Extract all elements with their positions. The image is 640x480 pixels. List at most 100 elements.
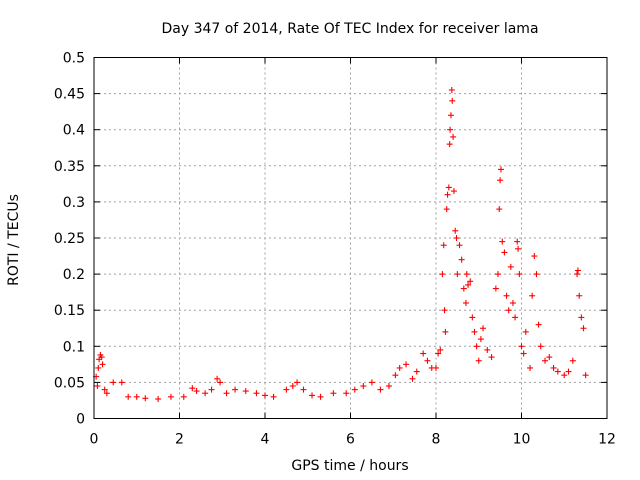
data-point [542,357,549,364]
x-tick-label: 4 [261,432,270,448]
x-tick-label: 2 [175,432,184,448]
data-point [360,383,367,390]
data-point [443,206,450,213]
y-tick-label: 0.5 [63,51,85,67]
data-point [516,271,523,278]
y-tick-label: 0.25 [54,231,85,247]
data-point [442,328,449,335]
data-point [447,112,454,119]
data-point [424,357,431,364]
data-point [449,97,456,104]
data-point [512,314,519,321]
data-point [253,390,260,397]
data-point [471,328,478,335]
data-point [580,325,587,332]
y-tick-label: 0.2 [63,267,85,283]
data-point [546,354,553,361]
data-point [494,271,501,278]
data-point [447,126,454,133]
data-point [330,390,337,397]
data-point [522,328,529,335]
data-point [343,390,350,397]
data-point [133,393,140,400]
data-point [439,271,446,278]
data-point [167,393,174,400]
x-tick-label: 10 [513,432,531,448]
data-point [202,390,209,397]
data-point [574,267,581,274]
data-point [450,133,457,140]
data-point [452,227,459,234]
data-point [193,388,200,395]
data-point [142,395,149,402]
data-point [441,307,448,314]
data-point [505,307,512,314]
y-tick-label: 0.15 [54,303,85,319]
data-point [445,184,452,191]
data-point [420,350,427,357]
data-point [437,346,444,353]
data-point [535,321,542,328]
x-tick-label: 12 [598,432,616,448]
data-point [217,379,224,386]
data-point [550,364,557,371]
data-point [440,242,447,249]
data-point [574,271,581,278]
data-point [507,263,514,270]
data-point [496,206,503,213]
x-tick-label: 6 [346,432,355,448]
data-point [101,386,108,393]
data-point [309,392,316,399]
data-point [497,166,504,173]
data-point [270,393,277,400]
data-point [554,368,561,375]
data-point [294,379,301,386]
data-point [453,235,460,241]
data-point [232,386,239,393]
data-point [492,285,499,292]
data-point [529,292,536,299]
data-point [118,379,125,386]
data-point [125,393,132,400]
data-point [569,357,576,364]
data-point [454,271,461,278]
chart-title: Day 347 of 2014, Rate Of TEC Index for r… [161,21,538,37]
data-point [518,343,525,350]
data-point [565,368,572,375]
data-point [351,386,358,393]
data-point [473,343,480,350]
y-tick-label: 0.35 [54,159,85,175]
data-point [514,238,521,245]
data-point [480,325,487,332]
y-tick-label: 0.05 [54,375,85,391]
y-axis-title: ROTI / TECUs [6,194,22,286]
x-tick-label: 8 [432,432,441,448]
data-point [446,141,453,148]
data-point [208,386,215,393]
data-point [435,350,442,357]
data-point [94,383,101,390]
data-point [488,354,495,361]
x-tick-label: 0 [90,432,99,448]
data-point [460,285,467,292]
data-point [477,336,484,343]
data-point [515,245,522,252]
data-point [110,379,117,386]
data-point [456,242,463,249]
data-point [99,361,106,368]
axis-ticks: 0 0.05 0.1 0.15 0.2 0.25 0.3 0.35 0.4 0.45 0.5 0 2 4 6… [54,51,616,448]
data-point [409,375,416,382]
y-tick-label: 0 [76,412,85,428]
y-tick-label: 0.45 [54,87,85,103]
data-point [576,292,583,299]
data-point [385,383,392,390]
data-points [93,86,589,403]
y-tick-label: 0.1 [63,339,85,355]
data-point [578,314,585,321]
data-point [501,249,508,256]
data-point [98,354,105,361]
data-point [317,393,324,400]
data-point [392,372,399,379]
data-point [499,238,506,245]
